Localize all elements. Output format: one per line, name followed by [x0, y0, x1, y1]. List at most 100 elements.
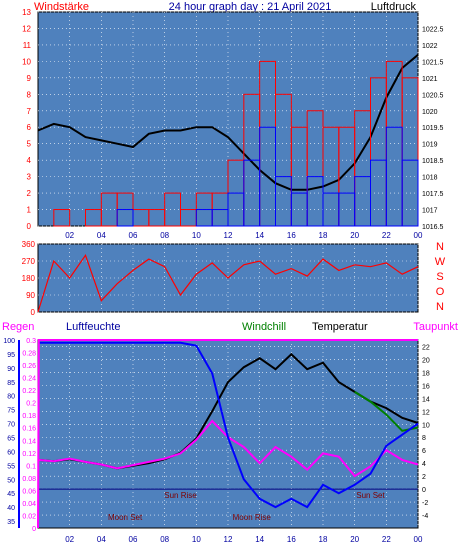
temperature-tick-label: -2 — [422, 500, 428, 507]
temperature-tick-label: 8 — [422, 435, 426, 442]
x-tick-label: 04 — [97, 535, 106, 544]
pressure-tick-label: 1018 — [422, 175, 438, 182]
wind-tick-label: 10 — [22, 57, 31, 66]
luftfeuchte-line — [38, 341, 419, 509]
x-tick-label: 08 — [160, 231, 169, 240]
rain-tick-label: 0.08 — [22, 476, 36, 483]
temperature-tick-label: 2 — [422, 474, 426, 481]
rain-tick-label: 0.26 — [22, 363, 36, 370]
temperature-tick-label: 10 — [422, 422, 430, 429]
pressure-tick-label: 1017.5 — [422, 191, 444, 198]
pressure-tick-label: 1021.5 — [422, 59, 444, 66]
wind-tick-label: 7 — [27, 107, 32, 116]
temperatur-label: Temperatur — [312, 321, 368, 333]
direction-tick-label: 360 — [22, 240, 36, 249]
pressure-tick-label: 1021 — [422, 76, 438, 83]
x-tick-label: 20 — [350, 231, 359, 240]
x-tick-label: 00 — [414, 231, 423, 240]
regen-line — [37, 339, 418, 529]
x-tick-label: 18 — [319, 231, 328, 240]
wind-tick-label: 3 — [27, 173, 32, 182]
pressure-tick-label: 1018.5 — [422, 158, 444, 165]
wind-tick-label: 8 — [27, 90, 32, 99]
x-tick-label: 02 — [65, 535, 74, 544]
rain-tick-label: 0.04 — [22, 501, 36, 508]
pressure-tick-label: 1020 — [422, 109, 438, 116]
chart-title: 24 hour graph day : 21 April 2021 — [169, 1, 332, 13]
temperature-axis-ticks: -4 -2 0 2 4 6 8 10 12 14 16 18 20 22 — [422, 344, 430, 520]
x-tick-label: 14 — [255, 231, 264, 240]
direction-tick-label: 270 — [22, 257, 36, 266]
regen-label: Regen — [2, 321, 34, 333]
temperature-tick-label: 18 — [422, 370, 430, 377]
x-tick-label: 12 — [224, 535, 233, 544]
sun-moon-annotations: Sun Rise Sun Set Moon Set Moon Rise — [108, 491, 386, 522]
humidity-tick-label: 75 — [7, 408, 15, 415]
x-tick-label: 20 — [350, 535, 359, 544]
panel-temperature-humidity-series — [37, 339, 419, 529]
humidity-tick-label: 80 — [7, 394, 15, 401]
rain-axis-ticks: 0 0.02 0.04 0.06 0.08 0.1 0.12 0.14 0.16 0.18 0.2 0… — [22, 338, 36, 533]
temperature-tick-label: 6 — [422, 448, 426, 455]
panel-wind-direction-grid — [38, 243, 419, 313]
humidity-tick-label: 95 — [7, 352, 15, 359]
panel-temperature-humidity-grid — [18, 340, 419, 528]
compass-label: S — [436, 271, 443, 283]
wind-tick-label: 4 — [27, 156, 32, 165]
wind-tick-label: 9 — [27, 74, 32, 83]
windstaerke-label: Windstärke — [34, 1, 89, 13]
x-tick-label: 02 — [65, 231, 74, 240]
humidity-tick-label: 85 — [7, 380, 15, 387]
humidity-tick-label: 50 — [7, 477, 15, 484]
rain-tick-label: 0.02 — [22, 513, 36, 520]
panel-wind-pressure-series — [37, 54, 419, 227]
annotation-moon-rise: Moon Rise — [233, 513, 272, 522]
x-tick-label: 00 — [414, 535, 423, 544]
x-tick-label: 22 — [382, 231, 391, 240]
taupunkt-label: Taupunkt — [413, 321, 458, 333]
compass-label: N — [436, 301, 444, 313]
temperature-tick-label: 16 — [422, 383, 430, 390]
rain-tick-label: 0.22 — [22, 388, 36, 395]
rain-tick-label: 0.1 — [26, 463, 36, 470]
x-tick-label: 04 — [97, 231, 106, 240]
x-tick-label: 10 — [192, 535, 201, 544]
direction-tick-label: 90 — [26, 291, 35, 300]
rain-tick-label: 0.14 — [22, 438, 36, 445]
temperature-tick-label: 0 — [422, 487, 426, 494]
panel-wind-direction-series — [37, 253, 419, 313]
pressure-tick-label: 1022 — [422, 43, 438, 50]
rain-tick-label: 0.28 — [22, 351, 36, 358]
wind-tick-label: 2 — [27, 189, 32, 198]
luftdruck-label: Luftdruck — [371, 1, 417, 13]
windchill-label: Windchill — [242, 321, 286, 333]
rain-tick-label: 0.3 — [26, 338, 36, 345]
wind-tick-label: 11 — [23, 41, 32, 50]
temperature-tick-label: 20 — [422, 357, 430, 364]
humidity-tick-label: 40 — [7, 505, 15, 512]
x-tick-label: 22 — [382, 535, 391, 544]
humidity-tick-label: 55 — [7, 463, 15, 470]
humidity-tick-label: 90 — [7, 366, 15, 373]
pressure-tick-label: 1017 — [422, 208, 438, 215]
rain-tick-label: 0.16 — [22, 426, 36, 433]
pressure-tick-label: 1022.5 — [422, 26, 444, 33]
pressure-tick-label: 1016.5 — [422, 224, 444, 231]
wind-tick-label: 5 — [27, 140, 32, 149]
rain-tick-label: 0.18 — [22, 413, 36, 420]
humidity-axis-ticks: 35 40 45 50 55 60 65 70 75 80 85 90 95 100 — [3, 338, 15, 526]
direction-tick-label: 180 — [22, 274, 36, 283]
temperature-tick-label: 14 — [422, 396, 430, 403]
pressure-tick-label: 1019 — [422, 142, 438, 149]
humidity-tick-label: 45 — [7, 491, 15, 498]
wind-tick-label: 12 — [22, 24, 31, 33]
wind-tick-label: 6 — [27, 123, 32, 132]
annotation-sun-set: Sun Set — [356, 491, 385, 500]
humidity-tick-label: 70 — [7, 422, 15, 429]
pressure-axis-ticks: 1016.5 1017 1017.5 1018 1018.5 1019 1019.5 1020… — [422, 26, 444, 231]
wind-tick-label: 13 — [22, 8, 31, 17]
